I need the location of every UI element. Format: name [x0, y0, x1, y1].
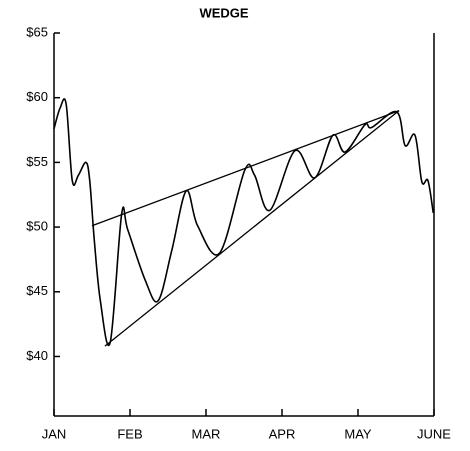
x-tick-label: FEB — [117, 426, 142, 441]
x-tick-label: MAR — [192, 426, 221, 441]
y-tick-label: $55 — [26, 154, 48, 169]
chart-title: WEDGE — [199, 5, 248, 20]
x-tick-label: JAN — [42, 426, 67, 441]
trend-line — [91, 110, 400, 227]
y-tick-label: $40 — [26, 348, 48, 363]
y-tick-label: $60 — [26, 89, 48, 104]
trend-line — [104, 110, 400, 347]
price-line — [53, 98, 435, 346]
x-tick-label: MAY — [344, 426, 372, 441]
x-tick-label: APR — [269, 426, 296, 441]
x-tick-label: JUNE — [417, 426, 451, 441]
y-tick-label: $50 — [26, 219, 48, 234]
y-tick-label: $65 — [26, 24, 48, 39]
y-tick-label: $45 — [26, 283, 48, 298]
